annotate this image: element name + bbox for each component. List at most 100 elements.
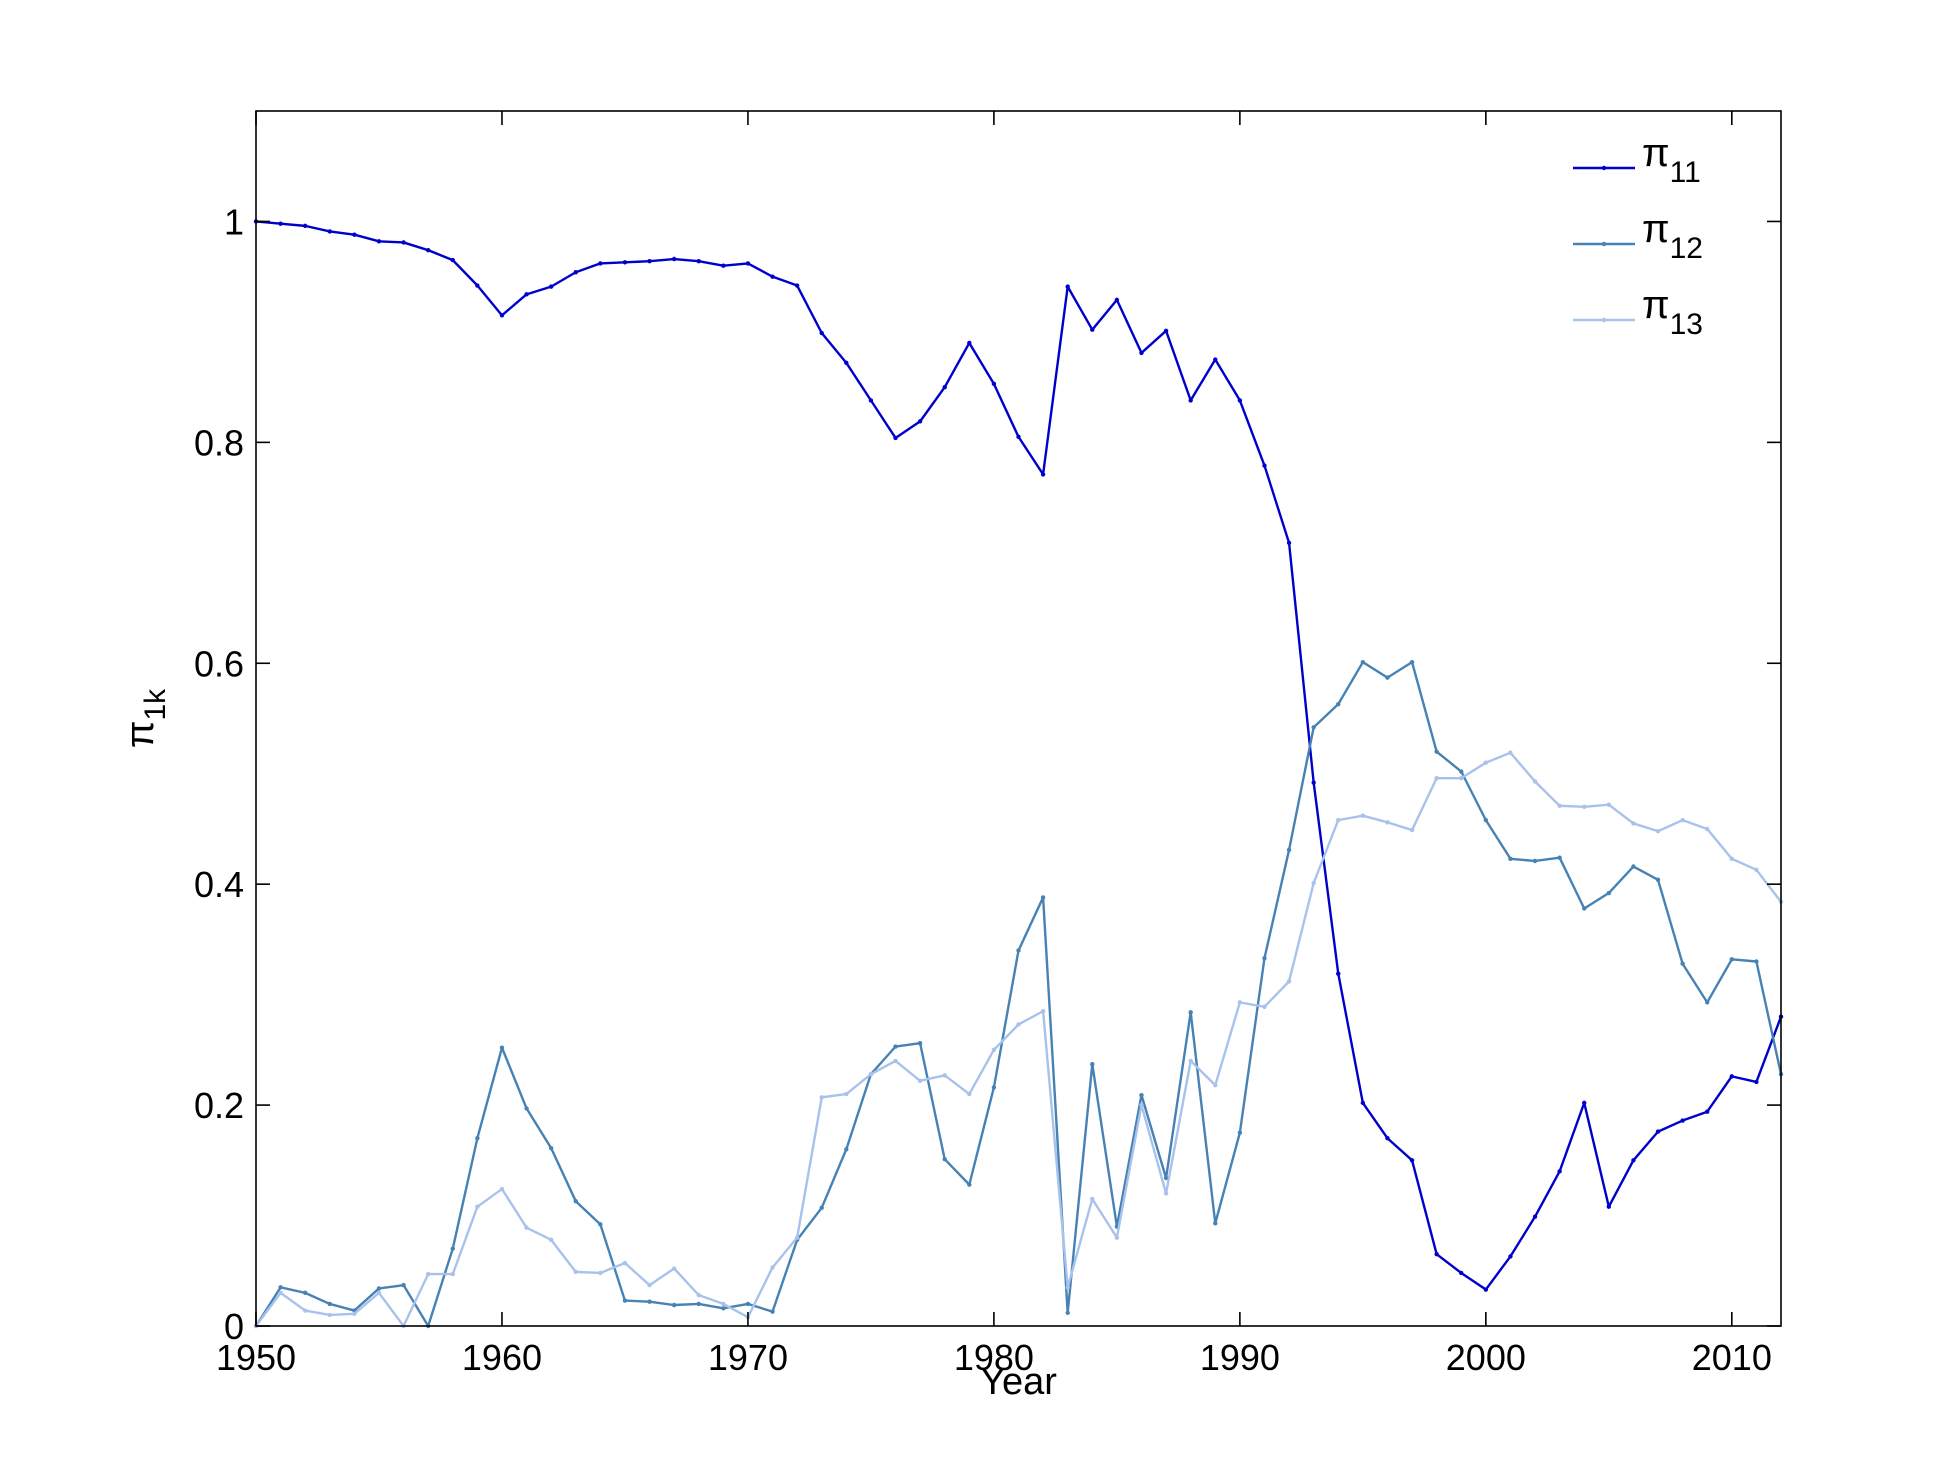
data-point <box>450 1246 455 1251</box>
y-tick-label: 0.6 <box>194 643 244 684</box>
data-point <box>622 1298 628 1303</box>
data-point <box>1459 769 1464 774</box>
data-point <box>1582 1100 1587 1106</box>
data-point <box>794 1235 800 1240</box>
x-tick-label: 1950 <box>216 1337 296 1378</box>
data-point <box>425 247 431 253</box>
data-point <box>917 1041 923 1046</box>
data-point <box>1532 1214 1538 1219</box>
data-point <box>1016 1022 1021 1027</box>
data-point <box>1090 1196 1095 1202</box>
data-point <box>1631 864 1636 869</box>
y-tick-label: 0.4 <box>194 864 244 905</box>
legend-marker <box>1601 165 1607 171</box>
data-point <box>991 381 997 387</box>
data-point <box>1754 867 1759 873</box>
plot-area <box>256 111 1781 1326</box>
data-point <box>671 256 677 262</box>
data-point <box>844 1091 849 1097</box>
data-point <box>1729 856 1735 861</box>
data-point <box>622 260 628 265</box>
x-tick-label: 1970 <box>708 1337 788 1378</box>
data-point <box>1139 350 1144 356</box>
data-point <box>893 1044 898 1049</box>
data-point <box>1532 858 1538 864</box>
data-point <box>1262 955 1267 961</box>
data-point <box>1459 1270 1464 1276</box>
data-point <box>1237 398 1243 403</box>
data-point <box>819 1205 824 1211</box>
data-point <box>1729 1074 1735 1079</box>
data-point <box>1434 775 1439 781</box>
data-point <box>1040 895 1046 900</box>
data-point <box>327 229 332 234</box>
data-point <box>401 240 406 245</box>
data-point <box>770 274 775 279</box>
y-axis-label-main: π <box>118 721 162 749</box>
legend-marker <box>1601 241 1607 247</box>
x-tick-label: 1960 <box>462 1337 542 1378</box>
data-point <box>450 1271 455 1277</box>
y-tick-label: 1 <box>224 201 244 242</box>
data-point <box>1655 1129 1661 1134</box>
y-axis-label: π1k <box>118 688 172 748</box>
data-point <box>1163 328 1169 333</box>
data-point <box>327 1312 332 1318</box>
data-point <box>1409 827 1415 833</box>
data-point <box>917 1078 923 1083</box>
data-point <box>671 1302 677 1308</box>
data-point <box>1631 1158 1636 1163</box>
legend-marker <box>1601 317 1607 323</box>
y-tick-label: 0.2 <box>194 1085 244 1126</box>
data-point <box>1311 725 1316 730</box>
axes-box <box>255 110 1782 1327</box>
data-point <box>1409 1158 1415 1163</box>
x-axis-label: Year <box>980 1361 1057 1403</box>
legend-label: π13 <box>1642 283 1703 341</box>
data-point <box>967 1091 972 1097</box>
data-point <box>1163 1191 1169 1196</box>
data-point <box>1090 327 1095 332</box>
data-point <box>1262 1004 1267 1009</box>
data-point <box>1705 826 1710 832</box>
data-point <box>499 1045 505 1050</box>
data-point <box>671 1266 677 1271</box>
data-point <box>1459 775 1464 781</box>
data-point <box>819 1095 824 1100</box>
data-point <box>352 232 357 237</box>
data-point <box>1385 675 1390 680</box>
data-point <box>991 1047 997 1053</box>
data-point <box>548 284 554 289</box>
data-point <box>942 1157 947 1162</box>
data-point <box>1286 847 1292 853</box>
data-point <box>376 1290 382 1296</box>
data-point <box>598 1222 603 1227</box>
series-layer <box>253 219 1784 1329</box>
data-point <box>622 1260 628 1266</box>
data-point <box>1705 1109 1710 1114</box>
tick-layer: 1950 1960 1970 1980 1990 2000 2010 0 0.2 0.4 0.6 0.… <box>194 111 1781 1378</box>
data-point <box>1139 1092 1144 1098</box>
data-point <box>647 1299 652 1304</box>
data-point <box>868 398 874 403</box>
data-point <box>1065 284 1070 289</box>
data-point <box>1237 1130 1243 1135</box>
data-point <box>1557 855 1562 860</box>
data-point <box>1188 1058 1193 1064</box>
data-point <box>1655 877 1661 882</box>
x-tick-label: 1990 <box>1200 1337 1280 1378</box>
data-point <box>352 1311 357 1317</box>
data-point <box>278 1290 283 1296</box>
series-13 <box>253 750 1784 1329</box>
data-point <box>1262 463 1267 468</box>
data-point <box>1385 820 1390 825</box>
data-point <box>893 435 898 441</box>
data-point <box>1040 472 1046 477</box>
data-point <box>499 1186 505 1192</box>
data-point <box>1582 906 1587 911</box>
data-point <box>1705 1000 1710 1005</box>
data-point <box>1213 1221 1218 1226</box>
x-tick-label: 2000 <box>1446 1337 1526 1378</box>
data-point <box>1016 434 1021 440</box>
data-point <box>696 259 701 264</box>
